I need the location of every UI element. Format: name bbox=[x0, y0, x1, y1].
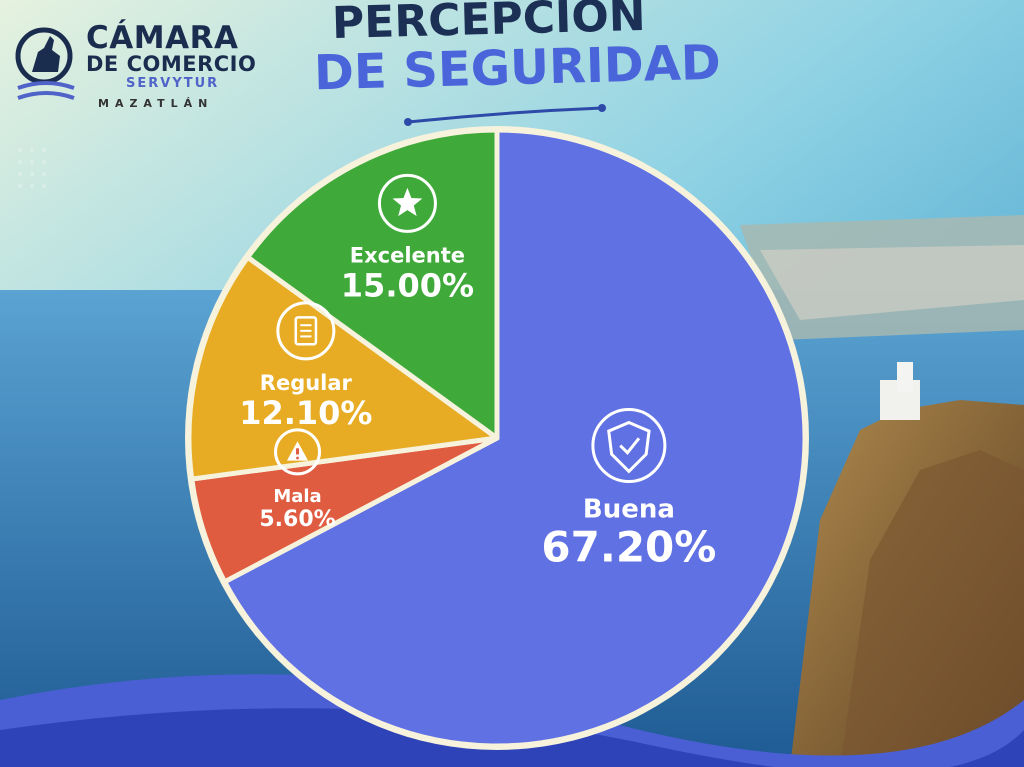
slice-value-buena: 67.20% bbox=[541, 523, 716, 572]
shield-check-icon bbox=[591, 408, 667, 484]
pie-slice-regular bbox=[186, 254, 500, 482]
warning-icon bbox=[274, 428, 322, 476]
slice-value-regular: 12.10% bbox=[239, 394, 372, 432]
logo-text-camara: CÁMARA bbox=[86, 20, 239, 56]
slice-value-mala: 5.60% bbox=[259, 507, 335, 532]
clipboard-icon bbox=[276, 301, 336, 361]
logo-text-de-comercio: DE COMERCIO bbox=[86, 52, 257, 76]
slice-value-excelente: 15.00% bbox=[341, 266, 474, 304]
logo-text-servytur: SERVYTUR bbox=[126, 76, 220, 91]
star-icon bbox=[377, 173, 437, 233]
logo: CÁMARA DE COMERCIO SERVYTUR MAZATLÁN bbox=[14, 14, 264, 114]
pie-slice-buena bbox=[222, 127, 808, 749]
deer-emblem-icon bbox=[15, 27, 75, 100]
slice-label-mala: Mala bbox=[273, 486, 321, 507]
slice-label-excelente: Excelente bbox=[350, 243, 465, 267]
slice-label-buena: Buena bbox=[583, 495, 675, 525]
logo-text-mazatlan: MAZATLÁN bbox=[98, 97, 214, 110]
slice-label-regular: Regular bbox=[260, 371, 353, 395]
title-underline bbox=[404, 104, 606, 126]
